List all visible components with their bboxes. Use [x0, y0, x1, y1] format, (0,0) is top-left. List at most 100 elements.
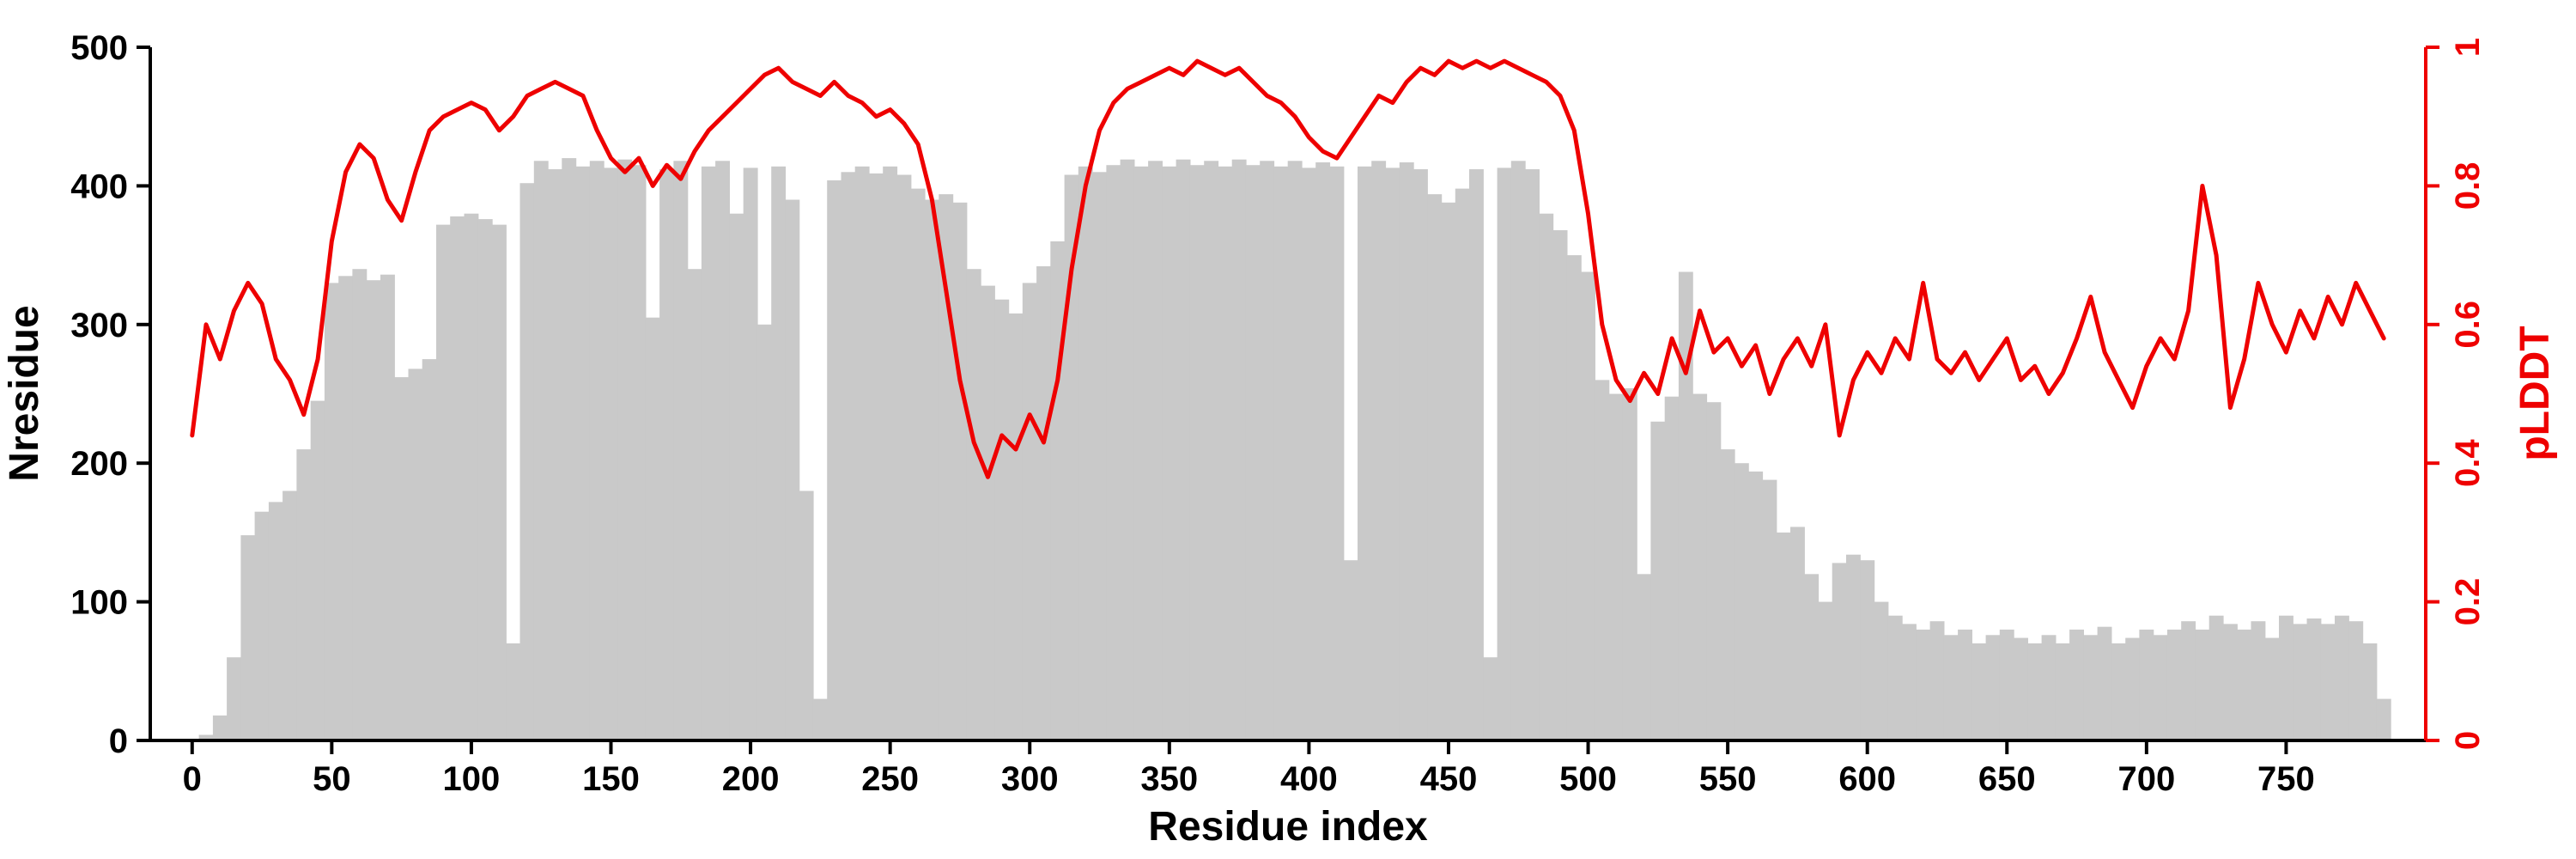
nresidue-bar: [869, 173, 884, 740]
nresidue-bar: [310, 400, 325, 740]
nresidue-bar: [1510, 161, 1526, 741]
nresidue-bar: [296, 449, 312, 740]
nresidue-bar: [1358, 166, 1372, 741]
nresidue-bar: [1204, 161, 1219, 741]
nresidue-bar: [812, 698, 828, 740]
nresidue-bar: [2041, 635, 2057, 740]
nresidue-bar: [1622, 388, 1637, 740]
nresidue-bar: [1092, 172, 1107, 741]
nresidue-bar: [952, 202, 968, 741]
nresidue-bar: [2027, 643, 2043, 740]
nresidue-bar: [1846, 554, 1861, 740]
nresidue-bar: [1441, 202, 1456, 741]
nresidue-bar: [2306, 618, 2322, 740]
x-tick-label: 100: [443, 760, 501, 798]
nresidue-bar: [240, 535, 256, 740]
nresidue-bar: [883, 166, 898, 741]
y-right-tick-label: 1: [2449, 38, 2487, 57]
nresidue-bar: [1050, 241, 1066, 740]
y-right-tick-label: 0.6: [2449, 301, 2487, 349]
x-tick-label: 400: [1280, 760, 1338, 798]
x-tick-label: 150: [582, 760, 640, 798]
nresidue-bar: [1958, 629, 1972, 740]
nresidue-bar: [659, 169, 674, 740]
y-left-tick-label: 100: [70, 584, 128, 622]
y-right-tick-label: 0: [2449, 731, 2487, 750]
nresidue-bar: [1106, 165, 1121, 740]
nresidue-bar: [519, 183, 535, 740]
nresidue-bar: [268, 502, 283, 740]
nresidue-bar: [1790, 527, 1805, 740]
nresidue-bar: [1566, 255, 1582, 741]
nresidue-bar: [994, 299, 1010, 740]
nresidue-bar: [2208, 615, 2224, 740]
nresidue-bar: [2125, 637, 2141, 740]
nresidue-bar: [981, 285, 995, 741]
nresidue-bar: [477, 219, 493, 741]
nresidue-bar: [2279, 615, 2293, 740]
nresidue-bar: [1287, 161, 1303, 741]
nresidue-bar: [1260, 161, 1275, 741]
nresidue-bar: [1231, 159, 1247, 740]
nresidue-bar: [729, 213, 744, 740]
nresidue-bar: [548, 169, 562, 740]
nresidue-bar: [1664, 396, 1680, 740]
nresidue-bar: [1734, 463, 1749, 740]
nresidue-bar: [1133, 166, 1149, 741]
nresidue-bar: [687, 269, 702, 740]
nresidue-bar: [506, 643, 521, 740]
nresidue-bar: [1329, 166, 1345, 741]
x-tick-label: 700: [2117, 760, 2175, 798]
x-tick-label: 450: [1420, 760, 1478, 798]
y-right-tick-label: 0.4: [2449, 439, 2487, 487]
nresidue-bar: [966, 269, 981, 740]
x-tick-label: 0: [183, 760, 202, 798]
nresidue-bar: [2139, 629, 2154, 740]
nresidue-bar: [1887, 615, 1903, 740]
nresidue-bar: [896, 174, 912, 740]
nresidue-bar: [1552, 230, 1568, 740]
nresidue-bar: [1162, 166, 1177, 741]
nresidue-bar: [1078, 166, 1093, 741]
nresidue-bar: [645, 317, 660, 740]
nresidue-bar: [366, 280, 381, 740]
nresidue-bar: [436, 224, 451, 741]
nresidue-bar: [1399, 162, 1414, 740]
nresidue-bar: [1497, 168, 1512, 740]
nresidue-bar: [533, 161, 549, 741]
nresidue-bar: [1008, 313, 1024, 740]
nresidue-bar: [1999, 629, 2014, 740]
nresidue-bar: [198, 734, 214, 740]
nresidue-bar: [715, 161, 730, 741]
y-left-tick-label: 0: [109, 722, 128, 760]
nresidue-bar: [854, 166, 870, 741]
nresidue-bar: [1581, 271, 1595, 740]
axes-layer: 0 50 100 150 200 250 300 350 400 450 500 550 600 650 7…: [70, 29, 2487, 798]
nresidue-bar: [1776, 532, 1791, 740]
nresidue-bar: [1273, 166, 1289, 741]
nresidue-bar: [1637, 574, 1651, 740]
nresidue-bar: [1595, 380, 1610, 740]
nresidue-bar: [2195, 629, 2210, 740]
nresidue-bar: [1120, 159, 1135, 740]
y-left-tick-label: 400: [70, 168, 128, 205]
nresidue-bar: [1860, 560, 1875, 740]
nresidue-bar: [1469, 169, 1484, 740]
nresidue-bar: [408, 369, 423, 740]
nresidue-bar: [1427, 194, 1443, 741]
nresidue-bar: [2014, 637, 2028, 740]
nresidue-bar: [925, 199, 939, 740]
nresidue-bar: [631, 165, 647, 740]
nresidue-bar: [1176, 159, 1191, 740]
nresidue-bar: [1455, 188, 1470, 741]
y-left-tick-label: 500: [70, 29, 128, 67]
nresidue-bar: [827, 180, 842, 740]
x-tick-label: 50: [313, 760, 351, 798]
nresidue-bar: [254, 511, 270, 740]
left-axis-title: Nresidue: [2, 305, 47, 481]
nresidue-bar: [575, 166, 591, 741]
nresidue-bar: [1148, 161, 1163, 741]
nresidue-bar: [1245, 165, 1261, 740]
nresidue-bar: [352, 269, 368, 740]
nresidue-bar: [2153, 635, 2168, 740]
